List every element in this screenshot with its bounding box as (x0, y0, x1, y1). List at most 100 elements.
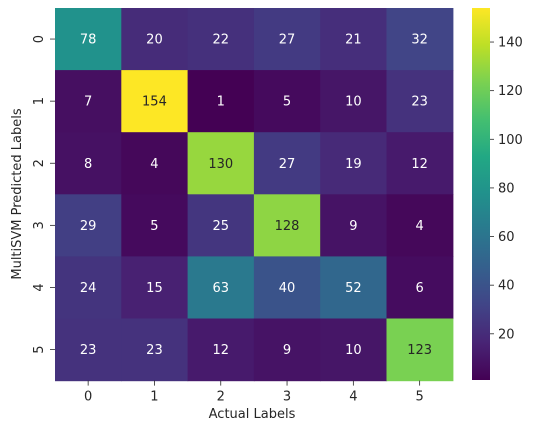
heatmap-cell (55, 318, 122, 382)
heatmap-cell (187, 8, 255, 71)
heatmap-cell (55, 256, 122, 320)
heatmap-cell (386, 70, 454, 133)
heatmap-cell-label: 20 (146, 33, 163, 48)
heatmap-cell (320, 194, 388, 257)
y-tick-label: 5 (32, 345, 47, 353)
heatmap-cell-label: 22 (212, 33, 229, 48)
colorbar-tick-label: 120 (498, 84, 523, 99)
heatmap-cell-label: 12 (212, 343, 229, 358)
heatmap-cell (320, 256, 388, 320)
heatmap-cell (320, 70, 388, 133)
heatmap-cell (386, 318, 454, 382)
heatmap-cell (121, 8, 189, 71)
y-tick-label: 3 (32, 221, 47, 229)
heatmap-cell (55, 194, 122, 257)
heatmap-cell-label: 23 (411, 95, 428, 110)
y-tick-label: 2 (32, 159, 47, 167)
colorbar-tick-label: 40 (498, 279, 515, 294)
heatmap-cell (253, 132, 321, 195)
y-tick-label: 1 (32, 97, 47, 105)
heatmap-cell-label: 1 (217, 95, 225, 110)
colorbar-tick-label: 60 (498, 230, 515, 245)
heatmap-cell (187, 132, 255, 195)
heatmap-cell-label: 23 (146, 343, 163, 358)
heatmap-cell (320, 132, 388, 195)
x-tick-label: 5 (416, 390, 424, 405)
heatmap-cell (121, 70, 189, 133)
heatmap-cell (320, 318, 388, 382)
x-tick-label: 4 (349, 390, 357, 405)
y-tick-label: 4 (32, 283, 47, 291)
heatmap-cell (121, 256, 189, 320)
heatmap-cell (253, 70, 321, 133)
x-tick-label: 0 (84, 390, 92, 405)
heatmap-cell (55, 70, 122, 133)
heatmap-cell-label: 25 (212, 219, 229, 234)
heatmap-cell-label: 10 (345, 343, 362, 358)
heatmap-cell-label: 23 (80, 343, 97, 358)
heatmap-cell-label: 4 (150, 157, 158, 172)
heatmap-cell (187, 256, 255, 320)
heatmap-cell (187, 194, 255, 257)
colorbar (472, 8, 490, 380)
x-axis-label: Actual Labels (209, 407, 296, 422)
colorbar-tick-label: 140 (498, 36, 523, 51)
heatmap-cell-label: 4 (416, 219, 424, 234)
heatmap-cell (121, 194, 189, 257)
heatmap-cell-label: 130 (208, 157, 233, 172)
heatmap-cell-label: 32 (411, 33, 428, 48)
heatmap-cell (253, 256, 321, 320)
heatmap-cell-label: 21 (345, 33, 362, 48)
heatmap-cell (386, 8, 454, 71)
y-axis-ticks: 0 1 2 3 4 5 (32, 35, 55, 354)
y-tick-label: 0 (32, 35, 47, 43)
heatmap-cell-label: 27 (279, 33, 296, 48)
heatmap-cell (55, 132, 122, 195)
x-tick-label: 2 (217, 390, 225, 405)
heatmap-cell-label: 29 (80, 219, 97, 234)
heatmap-cell-label: 19 (345, 157, 362, 172)
heatmap-cell-label: 52 (345, 281, 362, 296)
heatmap-cell-label: 9 (349, 219, 357, 234)
heatmap-cell (55, 8, 122, 71)
colorbar-tick-label: 100 (498, 133, 523, 148)
heatmap-cell-label: 8 (84, 157, 92, 172)
heatmap-cell-label: 40 (279, 281, 296, 296)
heatmap-cell-label: 15 (146, 281, 163, 296)
heatmap-cell-label: 123 (407, 343, 432, 358)
heatmap-cell-label: 63 (212, 281, 229, 296)
heatmap-cell-label: 154 (142, 95, 167, 110)
heatmap-cell (187, 70, 255, 133)
heatmap-cell (253, 8, 321, 71)
heatmap-cell (121, 318, 189, 382)
heatmap-cell (253, 194, 321, 257)
heatmap-cell-label: 78 (80, 33, 97, 48)
colorbar-tick-label: 80 (498, 181, 515, 196)
heatmap-cell-label: 12 (411, 157, 428, 172)
heatmap-cell (386, 132, 454, 195)
heatmap-cell-label: 5 (283, 95, 291, 110)
heatmap-cell (253, 318, 321, 382)
heatmap-cell (320, 8, 388, 71)
heatmap-cell-label: 27 (279, 157, 296, 172)
heatmap-cell-label: 24 (80, 281, 97, 296)
y-axis-label: MultiSVM Predicted Labels (10, 108, 25, 279)
heatmap-cell (386, 256, 454, 320)
heatmap-cell (386, 194, 454, 257)
heatmap-cell (187, 318, 255, 382)
heatmap-cells (55, 8, 454, 382)
heatmap-cell (121, 132, 189, 195)
colorbar-tick-label: 20 (498, 327, 515, 342)
heatmap-cell-label: 9 (283, 343, 291, 358)
colorbar-ticks: 20 40 60 80 100 120 140 (490, 36, 523, 342)
heatmap-cell-label: 128 (275, 219, 300, 234)
x-tick-label: 3 (283, 390, 291, 405)
heatmap-cell-label: 6 (416, 281, 424, 296)
x-tick-label: 1 (150, 390, 158, 405)
heatmap-cell-label: 5 (150, 219, 158, 234)
heatmap-cell-label: 10 (345, 95, 362, 110)
x-axis-ticks: 0 1 2 3 4 5 (84, 380, 424, 405)
heatmap-cell-label: 7 (84, 95, 92, 110)
